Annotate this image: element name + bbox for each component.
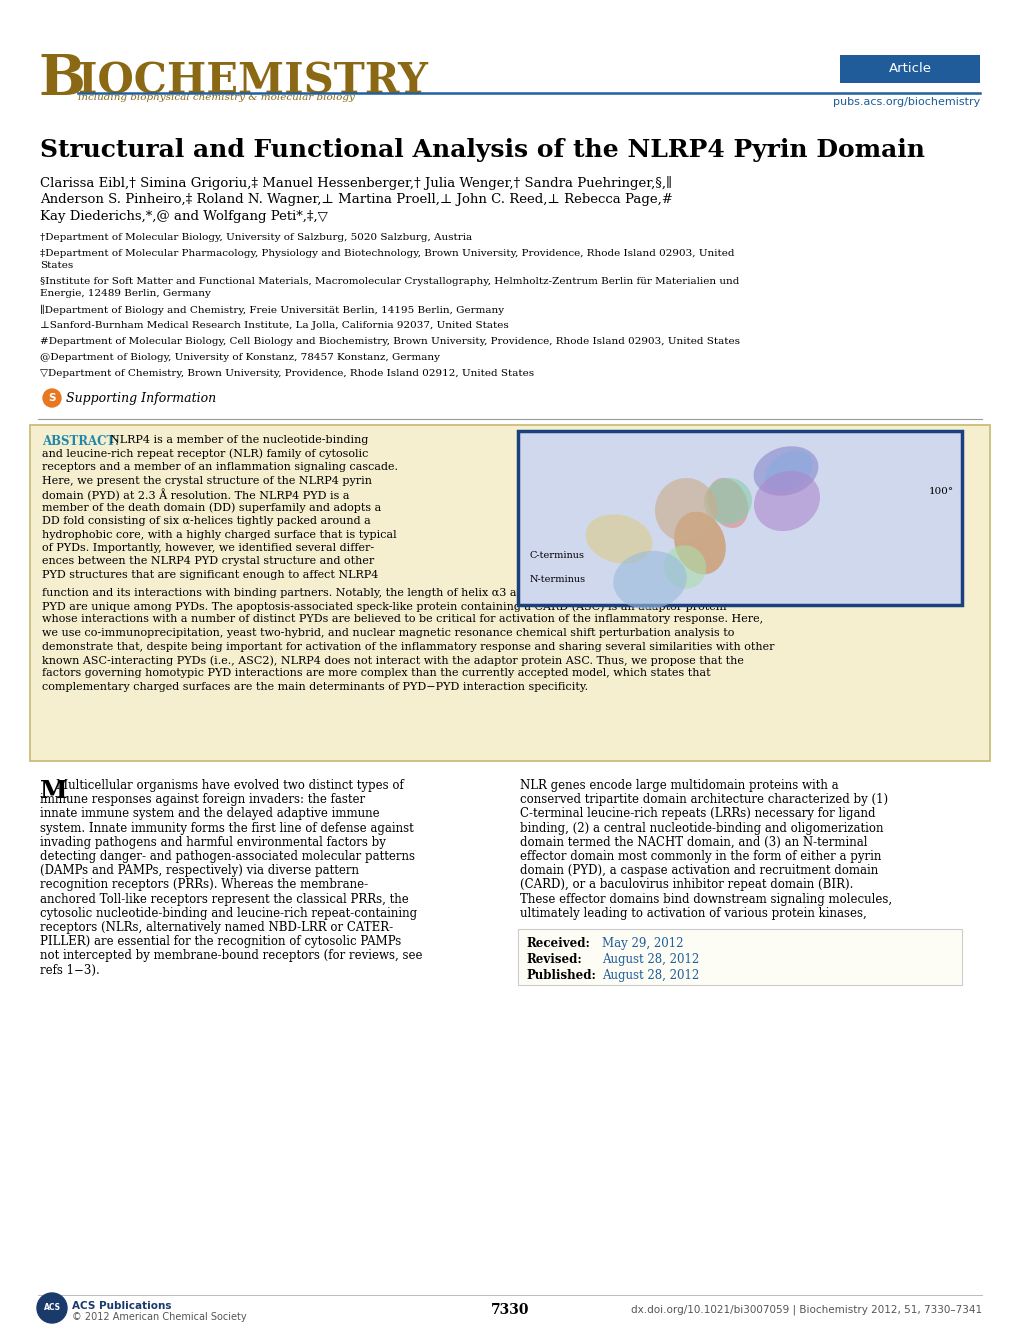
FancyBboxPatch shape xyxy=(518,928,961,984)
Text: dx.doi.org/10.1021/bi3007059 | Biochemistry 2012, 51, 7330–7341: dx.doi.org/10.1021/bi3007059 | Biochemis… xyxy=(631,1305,981,1315)
Text: recognition receptors (PRRs). Whereas the membrane-: recognition receptors (PRRs). Whereas th… xyxy=(40,878,368,891)
Text: ABSTRACT:: ABSTRACT: xyxy=(42,435,119,448)
Text: S: S xyxy=(48,394,56,403)
Text: Structural and Functional Analysis of the NLRP4 Pyrin Domain: Structural and Functional Analysis of th… xyxy=(40,137,924,161)
Ellipse shape xyxy=(707,478,748,528)
Text: PYD structures that are significant enough to affect NLRP4: PYD structures that are significant enou… xyxy=(42,570,378,580)
Ellipse shape xyxy=(654,478,716,542)
FancyBboxPatch shape xyxy=(30,426,989,760)
Text: (CARD), or a baculovirus inhibitor repeat domain (BIR).: (CARD), or a baculovirus inhibitor repea… xyxy=(520,878,853,891)
FancyBboxPatch shape xyxy=(518,431,961,606)
Ellipse shape xyxy=(663,546,705,588)
Text: domain (PYD) at 2.3 Å resolution. The NLRP4 PYD is a: domain (PYD) at 2.3 Å resolution. The NL… xyxy=(42,490,350,502)
Text: B: B xyxy=(38,52,85,107)
Text: 7330: 7330 xyxy=(490,1303,529,1317)
Text: cytosolic nucleotide-binding and leucine-rich repeat-containing: cytosolic nucleotide-binding and leucine… xyxy=(40,907,417,920)
Text: PILLER) are essential for the recognition of cytosolic PAMPs: PILLER) are essential for the recognitio… xyxy=(40,935,400,948)
Text: August 28, 2012: August 28, 2012 xyxy=(601,968,699,982)
Text: Anderson S. Pinheiro,‡ Roland N. Wagner,⊥ Martina Proell,⊥ John C. Reed,⊥ Rebecc: Anderson S. Pinheiro,‡ Roland N. Wagner,… xyxy=(40,193,673,205)
Text: Kay Diederichs,*,@ and Wolfgang Peti*,‡,▽: Kay Diederichs,*,@ and Wolfgang Peti*,‡,… xyxy=(40,209,327,223)
Text: binding, (2) a central nucleotide-binding and oligomerization: binding, (2) a central nucleotide-bindin… xyxy=(520,822,882,835)
Text: pubs.acs.org/biochemistry: pubs.acs.org/biochemistry xyxy=(832,97,979,107)
Text: C-terminal leucine-rich repeats (LRRs) necessary for ligand: C-terminal leucine-rich repeats (LRRs) n… xyxy=(520,807,874,820)
Text: May 29, 2012: May 29, 2012 xyxy=(601,936,683,950)
Text: function and its interactions with binding partners. Notably, the length of heli: function and its interactions with bindi… xyxy=(42,587,767,598)
Text: August 28, 2012: August 28, 2012 xyxy=(601,952,699,966)
Text: N-terminus: N-terminus xyxy=(530,575,586,583)
Circle shape xyxy=(37,1293,67,1323)
Ellipse shape xyxy=(674,512,726,575)
Text: ACS Publications: ACS Publications xyxy=(72,1301,171,1311)
Text: immune responses against foreign invaders: the faster: immune responses against foreign invader… xyxy=(40,794,365,806)
Text: ultimately leading to activation of various protein kinases,: ultimately leading to activation of vari… xyxy=(520,907,866,920)
Text: complementary charged surfaces are the main determinants of PYD−PYD interaction : complementary charged surfaces are the m… xyxy=(42,682,588,692)
Text: whose interactions with a number of distinct PYDs are believed to be critical fo: whose interactions with a number of dist… xyxy=(42,615,762,624)
Ellipse shape xyxy=(703,478,751,524)
Text: §Institute for Soft Matter and Functional Materials, Macromolecular Crystallogra: §Institute for Soft Matter and Functiona… xyxy=(40,277,739,285)
Text: C-terminus: C-terminus xyxy=(530,551,585,560)
Text: ences between the NLRP4 PYD crystal structure and other: ences between the NLRP4 PYD crystal stru… xyxy=(42,556,374,567)
Text: of PYDs. Importantly, however, we identified several differ-: of PYDs. Importantly, however, we identi… xyxy=(42,543,374,554)
Text: @Department of Biology, University of Konstanz, 78457 Konstanz, Germany: @Department of Biology, University of Ko… xyxy=(40,354,439,362)
Text: ACS: ACS xyxy=(44,1303,60,1313)
Text: including biophysical chemistry & molecular biology: including biophysical chemistry & molecu… xyxy=(77,93,355,101)
Text: receptors (NLRs, alternatively named NBD-LRR or CATER-: receptors (NLRs, alternatively named NBD… xyxy=(40,920,392,934)
Text: ∥Department of Biology and Chemistry, Freie Universität Berlin, 14195 Berlin, Ge: ∥Department of Biology and Chemistry, Fr… xyxy=(40,305,503,315)
Text: NLR genes encode large multidomain proteins with a: NLR genes encode large multidomain prote… xyxy=(520,779,838,792)
Ellipse shape xyxy=(612,551,686,610)
Text: Energie, 12489 Berlin, Germany: Energie, 12489 Berlin, Germany xyxy=(40,289,211,297)
Text: †Department of Molecular Biology, University of Salzburg, 5020 Salzburg, Austria: †Department of Molecular Biology, Univer… xyxy=(40,233,472,241)
Text: Supporting Information: Supporting Information xyxy=(66,392,216,406)
Text: known ASC-interacting PYDs (i.e., ASC2), NLRP4 does not interact with the adapto: known ASC-interacting PYDs (i.e., ASC2),… xyxy=(42,655,743,666)
Text: These effector domains bind downstream signaling molecules,: These effector domains bind downstream s… xyxy=(520,892,892,906)
Text: Revised:: Revised: xyxy=(526,952,581,966)
Text: hydrophobic core, with a highly charged surface that is typical: hydrophobic core, with a highly charged … xyxy=(42,530,396,539)
Text: receptors and a member of an inflammation signaling cascade.: receptors and a member of an inflammatio… xyxy=(42,462,397,472)
Ellipse shape xyxy=(753,446,817,496)
Text: demonstrate that, despite being important for activation of the inflammatory res: demonstrate that, despite being importan… xyxy=(42,642,773,651)
Text: innate immune system and the delayed adaptive immune: innate immune system and the delayed ada… xyxy=(40,807,379,820)
Text: system. Innate immunity forms the first line of defense against: system. Innate immunity forms the first … xyxy=(40,822,414,835)
Text: States: States xyxy=(40,261,73,269)
FancyBboxPatch shape xyxy=(840,55,979,83)
Text: factors governing homotypic PYD interactions are more complex than the currently: factors governing homotypic PYD interact… xyxy=(42,668,710,679)
Text: Received:: Received: xyxy=(526,936,589,950)
Text: Published:: Published: xyxy=(526,968,595,982)
Text: invading pathogens and harmful environmental factors by: invading pathogens and harmful environme… xyxy=(40,836,385,848)
Text: DD fold consisting of six α-helices tightly packed around a: DD fold consisting of six α-helices tigh… xyxy=(42,516,370,526)
Text: PYD are unique among PYDs. The apoptosis-associated speck-like protein containin: PYD are unique among PYDs. The apoptosis… xyxy=(42,602,726,611)
Text: ▽Department of Chemistry, Brown University, Providence, Rhode Island 02912, Unit: ▽Department of Chemistry, Brown Universi… xyxy=(40,370,534,378)
Text: conserved tripartite domain architecture characterized by (1): conserved tripartite domain architecture… xyxy=(520,794,888,806)
Text: not intercepted by membrane-bound receptors (for reviews, see: not intercepted by membrane-bound recept… xyxy=(40,950,422,962)
Ellipse shape xyxy=(753,471,819,531)
Text: Here, we present the crystal structure of the NLRP4 pyrin: Here, we present the crystal structure o… xyxy=(42,475,372,486)
Text: effector domain most commonly in the form of either a pyrin: effector domain most commonly in the for… xyxy=(520,850,880,863)
Text: Article: Article xyxy=(888,63,930,76)
Text: Clarissa Eibl,† Simina Grigoriu,‡ Manuel Hessenberger,† Julia Wenger,† Sandra Pu: Clarissa Eibl,† Simina Grigoriu,‡ Manuel… xyxy=(40,176,672,189)
Text: member of the death domain (DD) superfamily and adopts a: member of the death domain (DD) superfam… xyxy=(42,503,381,514)
Text: NLRP4 is a member of the nucleotide-binding: NLRP4 is a member of the nucleotide-bind… xyxy=(110,435,368,446)
Text: domain (PYD), a caspase activation and recruitment domain: domain (PYD), a caspase activation and r… xyxy=(520,864,877,878)
Text: ‡Department of Molecular Pharmacology, Physiology and Biotechnology, Brown Unive: ‡Department of Molecular Pharmacology, P… xyxy=(40,249,734,257)
Text: anchored Toll-like receptors represent the classical PRRs, the: anchored Toll-like receptors represent t… xyxy=(40,892,409,906)
Text: ⊥Sanford-Burnham Medical Research Institute, La Jolla, California 92037, United : ⊥Sanford-Burnham Medical Research Instit… xyxy=(40,321,508,329)
Text: © 2012 American Chemical Society: © 2012 American Chemical Society xyxy=(72,1313,247,1322)
Text: (DAMPs and PAMPs, respectively) via diverse pattern: (DAMPs and PAMPs, respectively) via dive… xyxy=(40,864,359,878)
Text: M: M xyxy=(40,779,67,803)
Ellipse shape xyxy=(585,515,652,564)
Text: 100°: 100° xyxy=(928,487,953,495)
Text: detecting danger- and pathogen-associated molecular patterns: detecting danger- and pathogen-associate… xyxy=(40,850,415,863)
Text: Multicellular organisms have evolved two distinct types of: Multicellular organisms have evolved two… xyxy=(56,779,404,792)
Text: domain termed the NACHT domain, and (3) an N-terminal: domain termed the NACHT domain, and (3) … xyxy=(520,836,866,848)
Text: refs 1−3).: refs 1−3). xyxy=(40,963,100,976)
Ellipse shape xyxy=(764,451,812,492)
Text: and leucine-rich repeat receptor (NLR) family of cytosolic: and leucine-rich repeat receptor (NLR) f… xyxy=(42,448,368,459)
Text: #Department of Molecular Biology, Cell Biology and Biochemistry, Brown Universit: #Department of Molecular Biology, Cell B… xyxy=(40,338,739,346)
Text: IOCHEMISTRY: IOCHEMISTRY xyxy=(77,60,427,101)
Circle shape xyxy=(43,390,61,407)
Text: we use co-immunoprecipitation, yeast two-hybrid, and nuclear magnetic resonance : we use co-immunoprecipitation, yeast two… xyxy=(42,628,734,638)
